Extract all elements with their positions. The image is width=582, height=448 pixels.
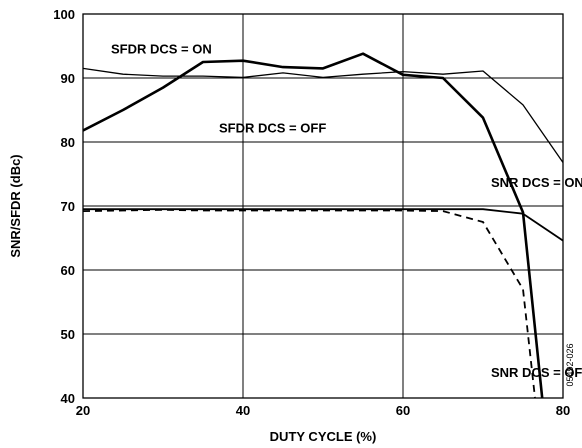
- y-axis-title: SNR/SFDR (dBc): [8, 154, 23, 257]
- y-tick-label: 70: [61, 199, 75, 214]
- x-tick-label: 80: [556, 403, 570, 418]
- series-annotation: SFDR DCS = OFF: [219, 120, 326, 135]
- y-tick-label: 90: [61, 71, 75, 86]
- series-annotation: SNR DCS = ON: [491, 175, 582, 190]
- figure-id: 05492-026: [565, 343, 575, 386]
- x-axis-title: DUTY CYCLE (%): [270, 429, 377, 444]
- plot-frame: [82, 13, 564, 399]
- x-tick-label: 60: [396, 403, 410, 418]
- y-tick-label: 80: [61, 135, 75, 150]
- annotations: SFDR DCS = ON SFDR DCS = OFF SNR DCS = ON S…: [111, 42, 582, 380]
- series-layer: [82, 52, 564, 399]
- y-tick-label: 100: [53, 7, 75, 22]
- y-tick-label: 40: [61, 391, 75, 406]
- x-tick-label: 40: [236, 403, 250, 418]
- series-line-sfdr-off: [82, 52, 544, 399]
- y-tick-label: 50: [61, 327, 75, 342]
- series-line-sfdr-on: [82, 67, 564, 163]
- x-tick-label: 20: [76, 403, 90, 418]
- series-line-snr-on: [83, 208, 564, 242]
- series-annotation: SNR DCS = OFF: [491, 365, 582, 380]
- y-tick-label: 60: [61, 263, 75, 278]
- series-line-snr-off: [82, 208, 536, 399]
- grid: [83, 14, 563, 398]
- series-annotation: SFDR DCS = ON: [111, 42, 212, 57]
